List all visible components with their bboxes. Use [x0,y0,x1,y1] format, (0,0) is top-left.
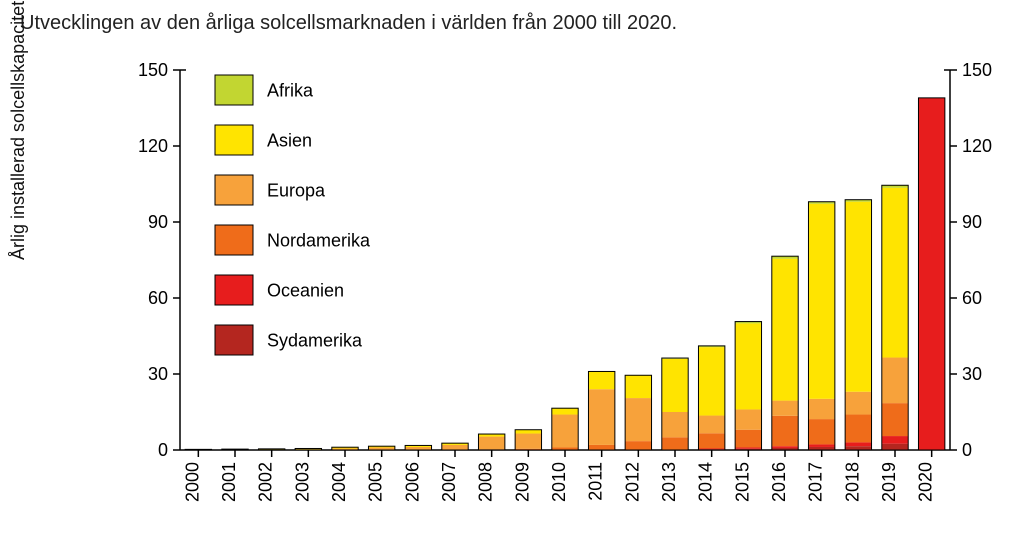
bar-segment [478,437,504,450]
xtick-label: 2001 [219,462,239,502]
bar-segment [808,204,834,399]
ytick-label-right: 150 [962,60,992,80]
bar-segment [772,416,798,446]
legend-swatch [215,175,253,205]
xtick-label: 2012 [622,462,642,502]
bar-segment [845,446,871,450]
xtick-label: 2018 [842,462,862,502]
bar-2020 [918,98,944,450]
bar-segment [808,444,834,447]
bar-segment [772,259,798,401]
bar-segment [808,419,834,444]
bar-segment [588,371,614,389]
bar-segment [588,389,614,445]
xtick-label: 2015 [732,462,752,502]
bar-segment [772,401,798,416]
bar-segment [552,408,578,414]
bar-segment [735,447,761,448]
legend-label: Oceanien [267,281,344,301]
legend-swatch [215,275,253,305]
ytick-label-right: 0 [962,440,972,460]
xtick-label: 2003 [292,462,312,502]
bar-segment [442,445,468,450]
bar-segment [772,446,798,448]
bar-segment [625,375,651,398]
ytick-label-right: 30 [962,364,982,384]
bar-segment [662,437,688,450]
bar-segment [625,441,651,450]
xtick-label: 2019 [879,462,899,502]
bar-segment [845,202,871,392]
ytick-label-right: 120 [962,136,992,156]
ytick-label: 60 [148,288,168,308]
legend-swatch [215,125,253,155]
ytick-label: 120 [138,136,168,156]
chart-area: 0 0 30 30 60 60 90 90 120 120 150 150 2000 2001 2002 20… [60,60,1000,520]
chart-svg: 0 0 30 30 60 60 90 90 120 120 150 150 2000 2001 2002 20… [60,60,1000,520]
legend-label: Nordamerika [267,231,371,251]
ytick-label-right: 60 [962,288,982,308]
xtick-label: 2008 [476,462,496,502]
bar-segment [882,436,908,444]
legend-swatch [215,75,253,105]
bar-segment [882,444,908,450]
legend-swatch [215,225,253,255]
bar-segment [698,448,724,449]
bar-segment [735,323,761,409]
legend-label: Afrika [267,81,314,101]
bar-segment [735,409,761,429]
xtick-label: 2016 [769,462,789,502]
legend-label: Asien [267,131,312,151]
ytick-label: 0 [158,440,168,460]
bar-segment [698,433,724,448]
ytick-label: 150 [138,60,168,80]
ytick-label: 90 [148,212,168,232]
bar-segment [882,188,908,358]
bar-segment [808,399,834,419]
xtick-label: 2014 [696,462,716,502]
y-axis-label: Årlig installerad solcellskapacitet [GW] [8,0,29,260]
legend-swatch [215,325,253,355]
xtick-label: 2005 [366,462,386,502]
xtick-label: 2020 [916,462,936,502]
bar-segment [662,359,688,412]
xtick-label: 2002 [256,462,276,502]
xtick-label: 2013 [659,462,679,502]
bar-segment [515,430,541,434]
ytick-label-right: 90 [962,212,982,232]
xtick-label: 2004 [329,462,349,502]
bar-segment [735,430,761,448]
xtick-label: 2017 [806,462,826,502]
bar-segment [845,392,871,415]
bar-segment [845,442,871,446]
xtick-label: 2010 [549,462,569,502]
xtick-label: 2011 [586,462,606,501]
xtick-label: 2000 [182,462,202,502]
ytick-label: 30 [148,364,168,384]
bar-segment [552,415,578,448]
bar-segment [625,398,651,441]
bar-segment [698,347,724,415]
legend-label: Europa [267,181,326,201]
xtick-label: 2007 [439,462,459,502]
bar-segment [662,412,688,437]
bar-segment [882,403,908,436]
bar-segment [588,445,614,450]
xtick-label: 2006 [402,462,422,502]
xtick-label: 2009 [512,462,532,502]
bar-segment [845,415,871,443]
legend-label: Sydamerika [267,331,363,351]
chart-title: Utvecklingen av den årliga solcellsmarkn… [20,12,677,35]
bar-segment [882,358,908,404]
bar-segment [515,434,541,449]
bar-segment [698,416,724,434]
